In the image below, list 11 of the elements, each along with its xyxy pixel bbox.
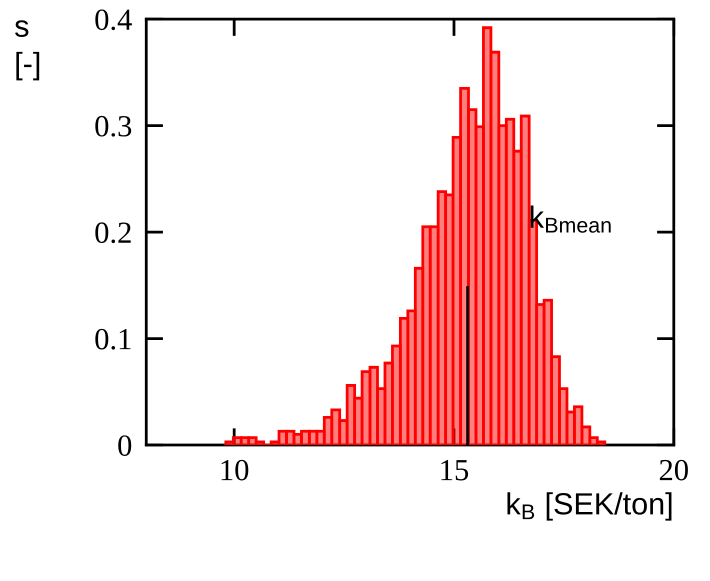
y-tick-label: 0.3: [95, 116, 132, 137]
y-tick-label: 0.4: [95, 9, 132, 30]
x-axis-title: k$_{B}$ [SEK/ton]: [507, 492, 672, 521]
y-axis-title: s [-]: [15, 20, 40, 80]
annotation: k$_{Bmean}$: [530, 206, 611, 233]
y-tick-label: 0: [118, 435, 132, 456]
y-tick-label: 0.2: [95, 222, 131, 244]
x-tick-label: 15: [441, 460, 468, 480]
x-tick-label: 10: [222, 460, 248, 480]
y-tick-label: 0.1: [95, 328, 131, 350]
x-tick-label: 20: [660, 460, 688, 480]
